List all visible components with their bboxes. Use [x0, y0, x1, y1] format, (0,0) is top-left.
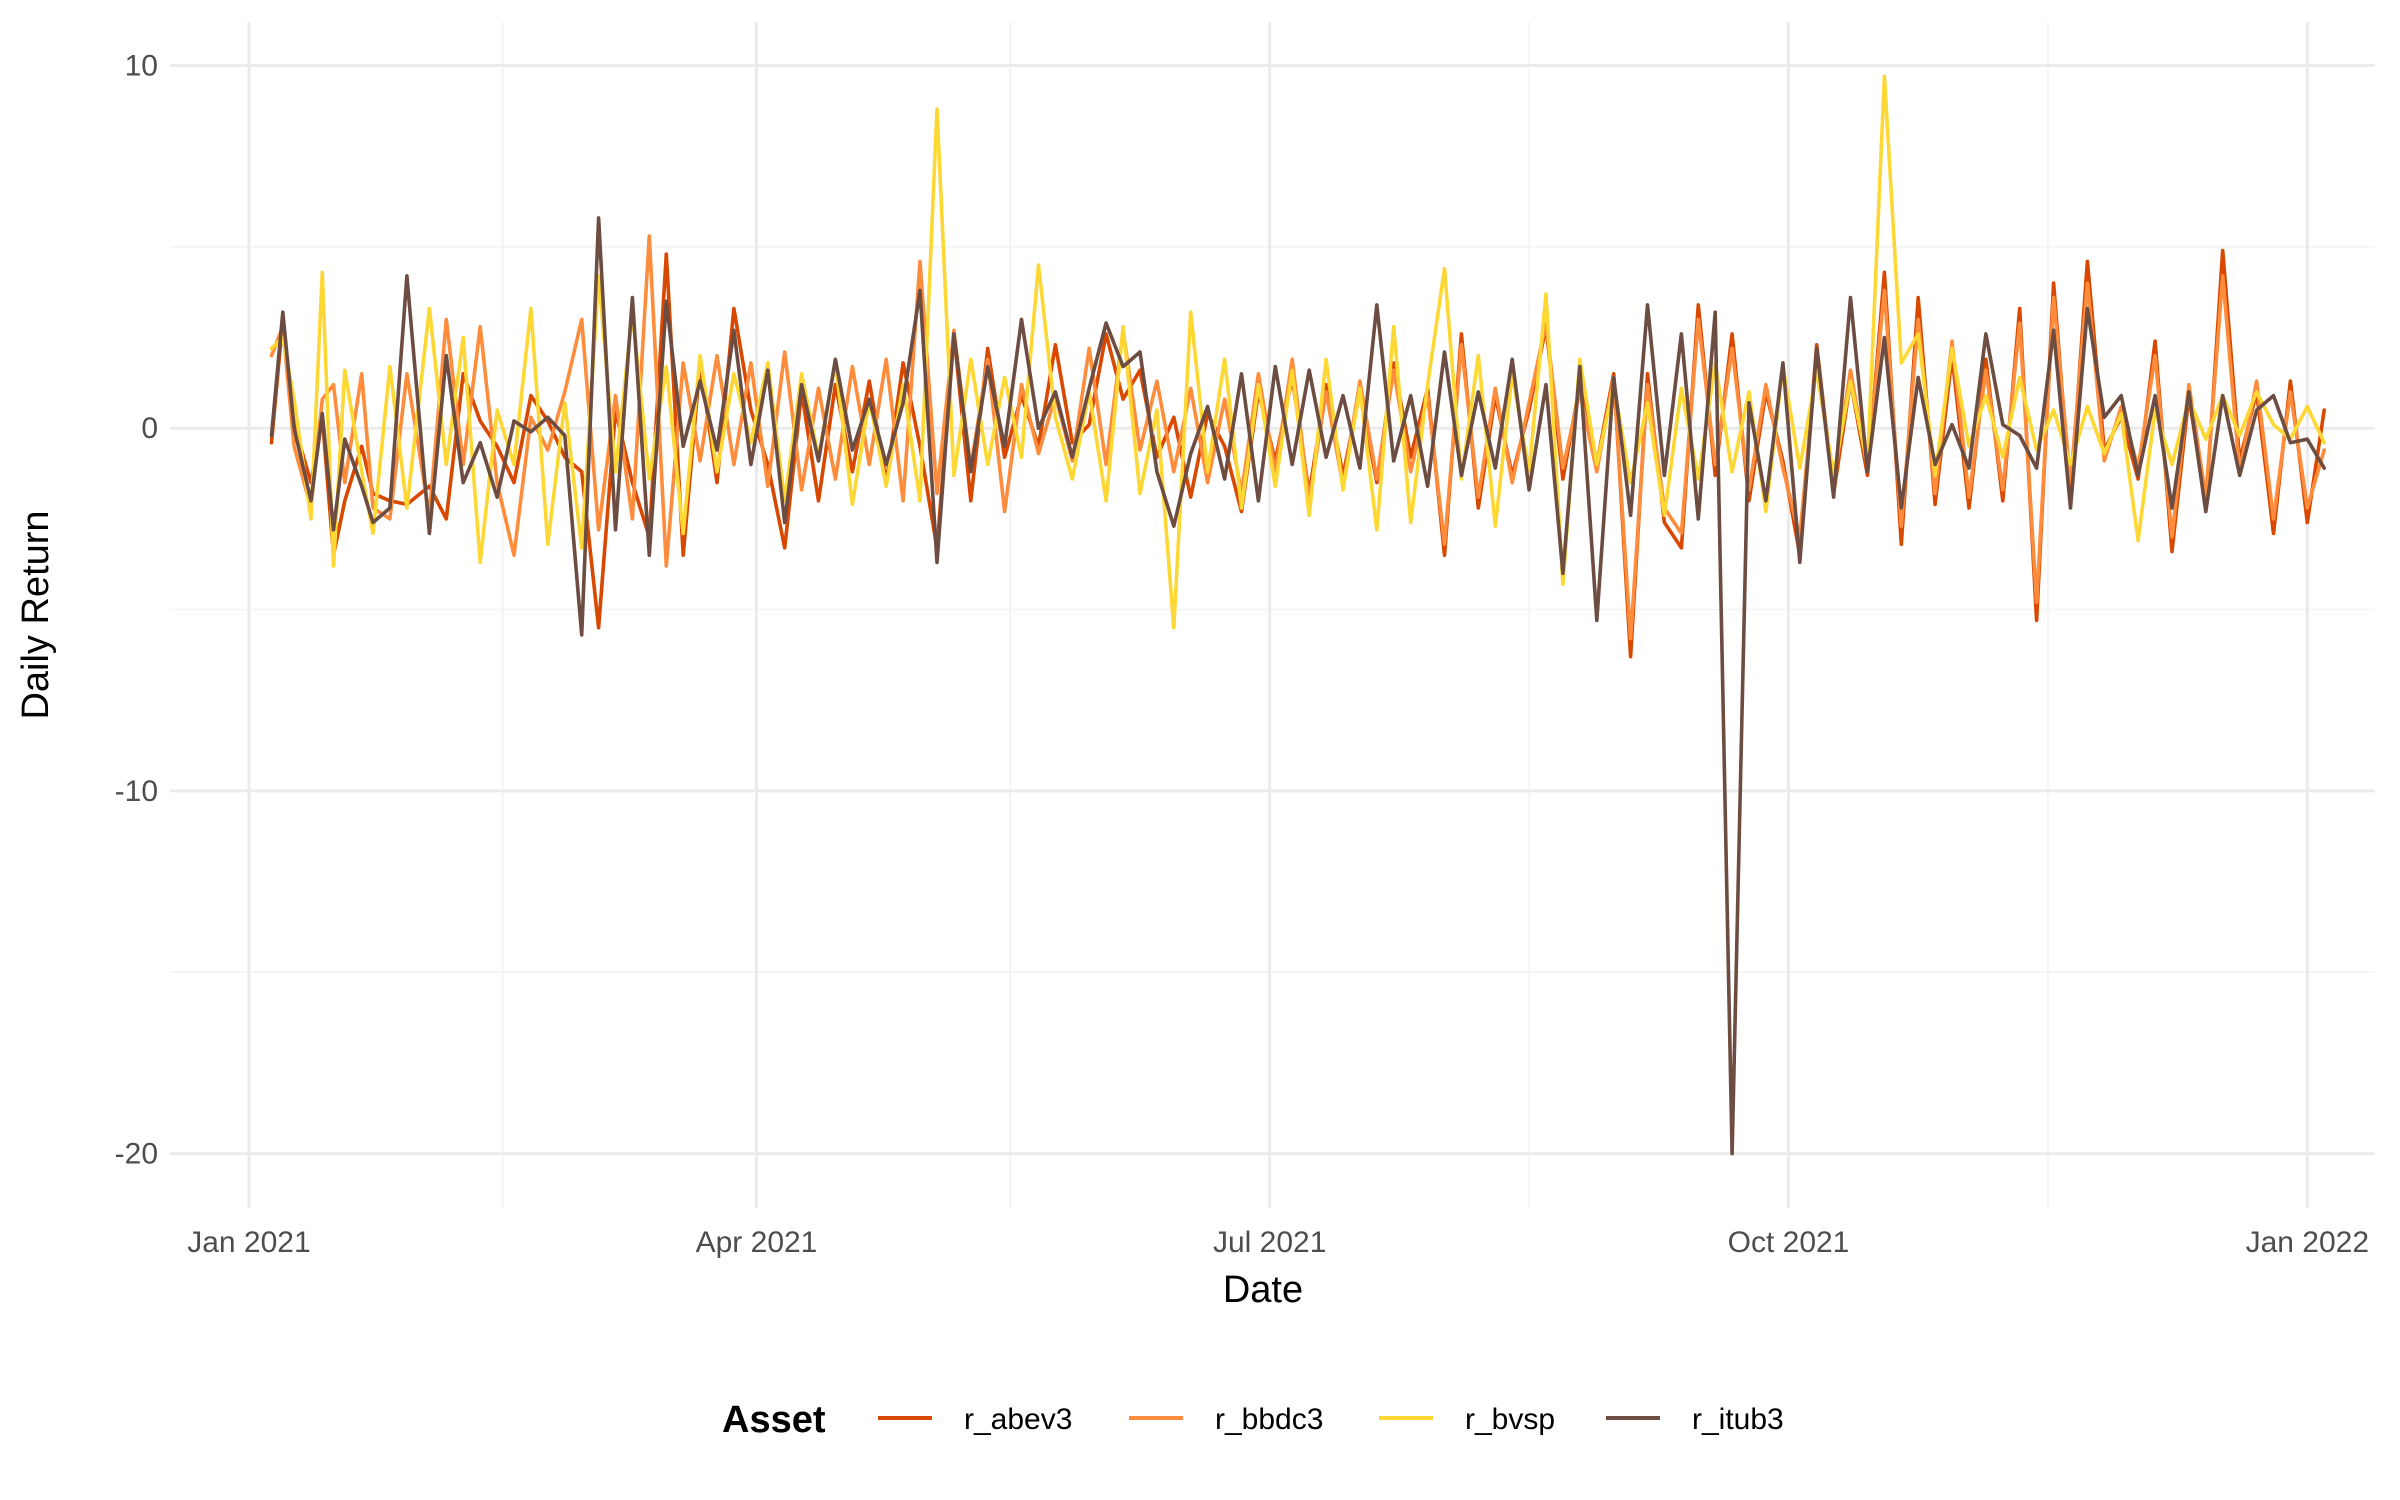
x-tick-label: Jul 2021 — [1213, 1226, 1326, 1259]
legend-label: r_bvsp — [1465, 1403, 1555, 1436]
legend-label: r_bbdc3 — [1215, 1403, 1323, 1436]
x-axis-title: Date — [1223, 1269, 1303, 1311]
x-tick-label: Apr 2021 — [696, 1226, 818, 1259]
legend-item-r-bvsp: r_bvsp — [1379, 1403, 1555, 1436]
y-tick-label: -20 — [115, 1138, 158, 1171]
grid — [170, 22, 2375, 1208]
legend-item-r-bbdc3: r_bbdc3 — [1129, 1403, 1323, 1436]
x-axis-ticks: Jan 2021 Apr 2021 Jul 2021 Oct 2021 Jan 2022 — [187, 1226, 2369, 1259]
legend-label: r_itub3 — [1692, 1403, 1784, 1436]
legend-label: r_abev3 — [964, 1403, 1072, 1436]
y-tick-label: 10 — [125, 50, 158, 83]
legend-item-r-itub3: r_itub3 — [1606, 1403, 1784, 1436]
x-tick-label: Oct 2021 — [1728, 1226, 1850, 1259]
y-axis-ticks: 10 0 -10 -20 — [115, 50, 158, 1171]
legend: Asset r_abev3 r_bbdc3 r_bvsp r_itub3 — [722, 1399, 1784, 1441]
series-line-r-itub3 — [269, 216, 2326, 1156]
legend-item-r-abev3: r_abev3 — [878, 1403, 1072, 1436]
x-tick-label: Jan 2021 — [187, 1226, 310, 1259]
x-tick-label: Jan 2022 — [2246, 1226, 2369, 1259]
y-axis-title: Daily Return — [15, 510, 57, 719]
y-tick-label: -10 — [115, 775, 158, 808]
series-lines — [269, 74, 2326, 1156]
legend-items: r_abev3 r_bbdc3 r_bvsp r_itub3 — [878, 1403, 1784, 1436]
y-tick-label: 0 — [141, 412, 158, 445]
legend-title: Asset — [722, 1399, 826, 1441]
